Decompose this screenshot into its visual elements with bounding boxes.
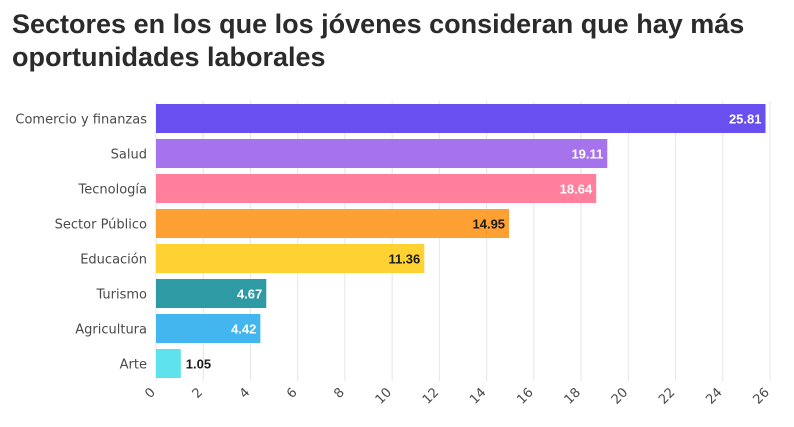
bar	[156, 209, 510, 238]
bar	[156, 279, 267, 308]
x-tick-label: 26	[751, 385, 773, 407]
x-tick-label: 4	[237, 385, 253, 401]
x-tick-label: 24	[703, 385, 725, 407]
bar	[156, 349, 181, 378]
bar	[156, 174, 597, 203]
x-tick-label: 20	[609, 385, 631, 407]
bar	[156, 104, 766, 133]
x-tick-label: 2	[190, 385, 206, 401]
value-label: 14.95	[473, 217, 506, 232]
x-tick-label: 18	[562, 385, 584, 407]
value-label: 19.11	[571, 147, 603, 162]
category-label: Salud	[111, 148, 147, 163]
x-tick-label: 16	[514, 385, 536, 407]
chart-title: Sectores en los que los jóvenes consider…	[12, 9, 745, 72]
bar	[156, 139, 608, 168]
x-tick-label: 10	[373, 385, 395, 407]
value-label: 11.36	[388, 252, 420, 267]
value-label: 25.81	[729, 112, 762, 127]
category-label: Agricultura	[75, 323, 147, 338]
bars	[156, 104, 766, 378]
category-label: Tecnología	[78, 183, 147, 198]
value-labels: 25.81 19.11 18.64 14.95 11.36 4.67 4.42 1.05	[186, 112, 762, 372]
value-label: 18.64	[560, 182, 593, 197]
x-tick-label: 12	[420, 385, 442, 407]
category-labels: Comercio y finanzas Salud Tecnología Sector…	[15, 113, 147, 373]
x-tick-label: 8	[331, 385, 347, 401]
category-label: Turismo	[95, 288, 147, 303]
value-label: 4.67	[237, 287, 262, 302]
x-tick-label: 0	[142, 385, 158, 401]
x-axis-tick-labels: 0 2 4 6 8 10 12 14 16 18 20 22 24 26	[142, 385, 772, 407]
category-label: Educación	[80, 253, 147, 268]
value-label: 4.42	[231, 322, 256, 337]
x-tick-label: 22	[656, 385, 678, 407]
x-tick-label: 6	[284, 385, 300, 401]
category-label: Sector Público	[55, 218, 147, 233]
x-tick-label: 14	[467, 385, 489, 407]
category-label: Arte	[120, 358, 147, 373]
bar	[156, 314, 261, 343]
category-label: Comercio y finanzas	[15, 113, 147, 128]
bar	[156, 244, 425, 273]
value-label: 1.05	[186, 357, 211, 372]
